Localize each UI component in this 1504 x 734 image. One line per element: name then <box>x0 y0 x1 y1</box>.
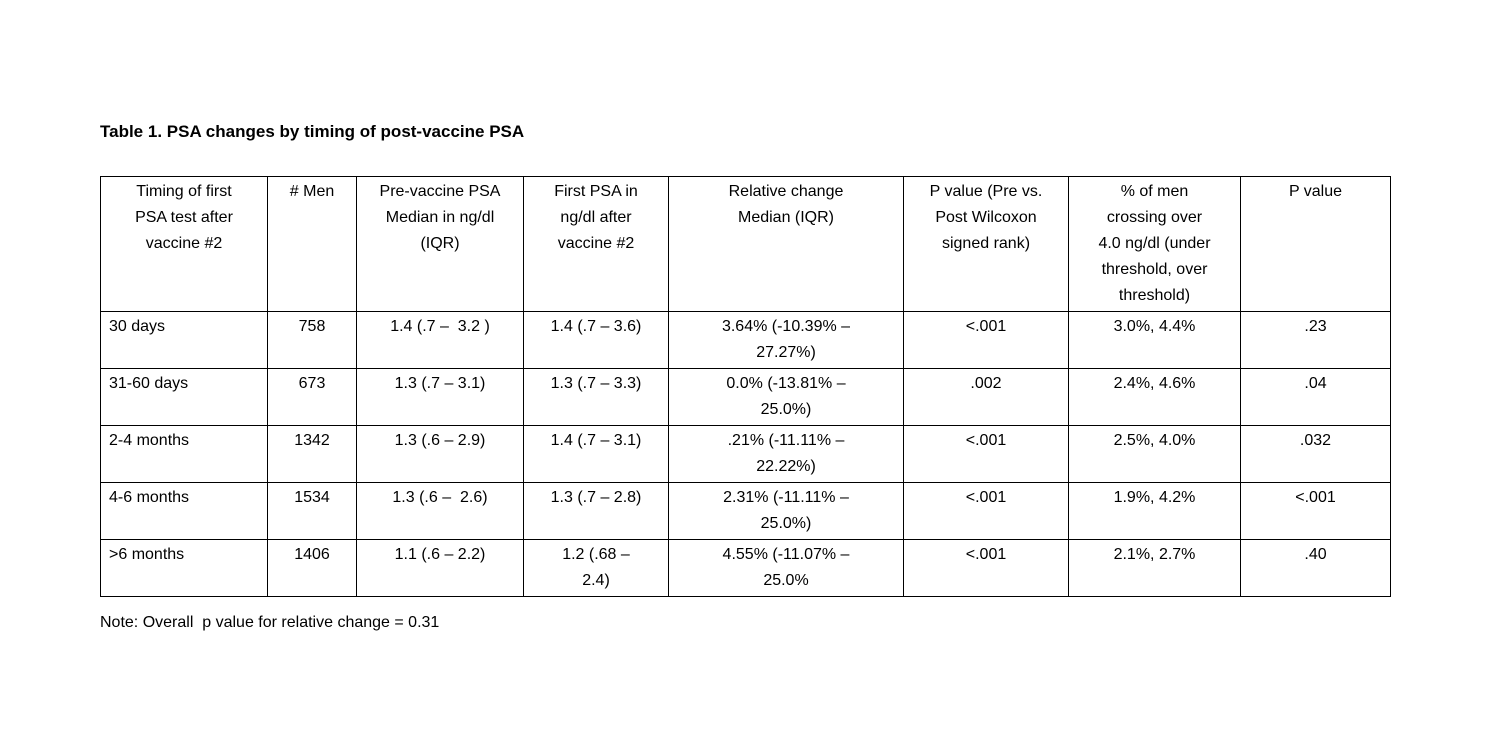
cell-num-men: 673 <box>267 368 357 426</box>
cell-first-psa: 1.4 (.7 – 3.1) <box>523 425 669 483</box>
cell-num-men: 1534 <box>267 482 357 540</box>
cell-pre-vaccine-psa: 1.3 (.7 – 3.1) <box>356 368 524 426</box>
cell-first-psa: 1.3 (.7 – 3.3) <box>523 368 669 426</box>
cell-p-value-wilcoxon: <.001 <box>903 539 1069 597</box>
cell-pct-crossing: 2.1%, 2.7% <box>1068 539 1241 597</box>
table-title: Table 1. PSA changes by timing of post-v… <box>100 122 525 141</box>
cell-p-value: .032 <box>1240 425 1391 483</box>
cell-pre-vaccine-psa: 1.1 (.6 – 2.2) <box>356 539 524 597</box>
cell-num-men: 1406 <box>267 539 357 597</box>
cell-pct-crossing: 2.4%, 4.6% <box>1068 368 1241 426</box>
header-cell-pre-vaccine-psa: Pre-vaccine PSA Median in ng/dl (IQR) <box>356 176 524 312</box>
cell-p-value-wilcoxon: <.001 <box>903 482 1069 540</box>
cell-timing: 4-6 months <box>100 482 268 540</box>
cell-p-value: .23 <box>1240 311 1391 369</box>
table-row: >6 months 1406 1.1 (.6 – 2.2) 1.2 (.68 –… <box>100 539 1391 597</box>
table-row: 2-4 months 1342 1.3 (.6 – 2.9) 1.4 (.7 –… <box>100 425 1391 483</box>
table-note: Note: Overall p value for relative chang… <box>100 614 440 631</box>
cell-num-men: 758 <box>267 311 357 369</box>
header-cell-p-value: P value <box>1240 176 1391 312</box>
cell-p-value-wilcoxon: <.001 <box>903 311 1069 369</box>
header-cell-num-men: # Men <box>267 176 357 312</box>
header-cell-first-psa: First PSA in ng/dl after vaccine #2 <box>523 176 669 312</box>
cell-pct-crossing: 3.0%, 4.4% <box>1068 311 1241 369</box>
cell-relative-change: 3.64% (-10.39% – 27.27%) <box>668 311 904 369</box>
cell-timing: 2-4 months <box>100 425 268 483</box>
header-cell-pct-crossing: % of men crossing over 4.0 ng/dl (under … <box>1068 176 1241 312</box>
table-row: 4-6 months 1534 1.3 (.6 – 2.6) 1.3 (.7 –… <box>100 482 1391 540</box>
cell-p-value: .04 <box>1240 368 1391 426</box>
cell-pre-vaccine-psa: 1.4 (.7 – 3.2 ) <box>356 311 524 369</box>
cell-timing: >6 months <box>100 539 268 597</box>
cell-num-men: 1342 <box>267 425 357 483</box>
header-cell-p-value-wilcoxon: P value (Pre vs. Post Wilcoxon signed ra… <box>903 176 1069 312</box>
cell-p-value: <.001 <box>1240 482 1391 540</box>
cell-first-psa: 1.3 (.7 – 2.8) <box>523 482 669 540</box>
cell-pct-crossing: 2.5%, 4.0% <box>1068 425 1241 483</box>
table-row: 30 days 758 1.4 (.7 – 3.2 ) 1.4 (.7 – 3.… <box>100 311 1391 369</box>
cell-first-psa: 1.2 (.68 – 2.4) <box>523 539 669 597</box>
cell-first-psa: 1.4 (.7 – 3.6) <box>523 311 669 369</box>
psa-table: Timing of first PSA test after vaccine #… <box>100 176 1391 597</box>
header-cell-relative-change: Relative change Median (IQR) <box>668 176 904 312</box>
cell-p-value: .40 <box>1240 539 1391 597</box>
cell-relative-change: .21% (-11.11% – 22.22%) <box>668 425 904 483</box>
cell-timing: 31-60 days <box>100 368 268 426</box>
header-cell-timing: Timing of first PSA test after vaccine #… <box>100 176 268 312</box>
cell-pct-crossing: 1.9%, 4.2% <box>1068 482 1241 540</box>
cell-relative-change: 4.55% (-11.07% – 25.0% <box>668 539 904 597</box>
cell-p-value-wilcoxon: .002 <box>903 368 1069 426</box>
table-row: 31-60 days 673 1.3 (.7 – 3.1) 1.3 (.7 – … <box>100 368 1391 426</box>
cell-pre-vaccine-psa: 1.3 (.6 – 2.6) <box>356 482 524 540</box>
cell-timing: 30 days <box>100 311 268 369</box>
cell-relative-change: 0.0% (-13.81% – 25.0%) <box>668 368 904 426</box>
cell-relative-change: 2.31% (-11.11% – 25.0%) <box>668 482 904 540</box>
cell-pre-vaccine-psa: 1.3 (.6 – 2.9) <box>356 425 524 483</box>
header-row: Timing of first PSA test after vaccine #… <box>100 176 1391 312</box>
cell-p-value-wilcoxon: <.001 <box>903 425 1069 483</box>
